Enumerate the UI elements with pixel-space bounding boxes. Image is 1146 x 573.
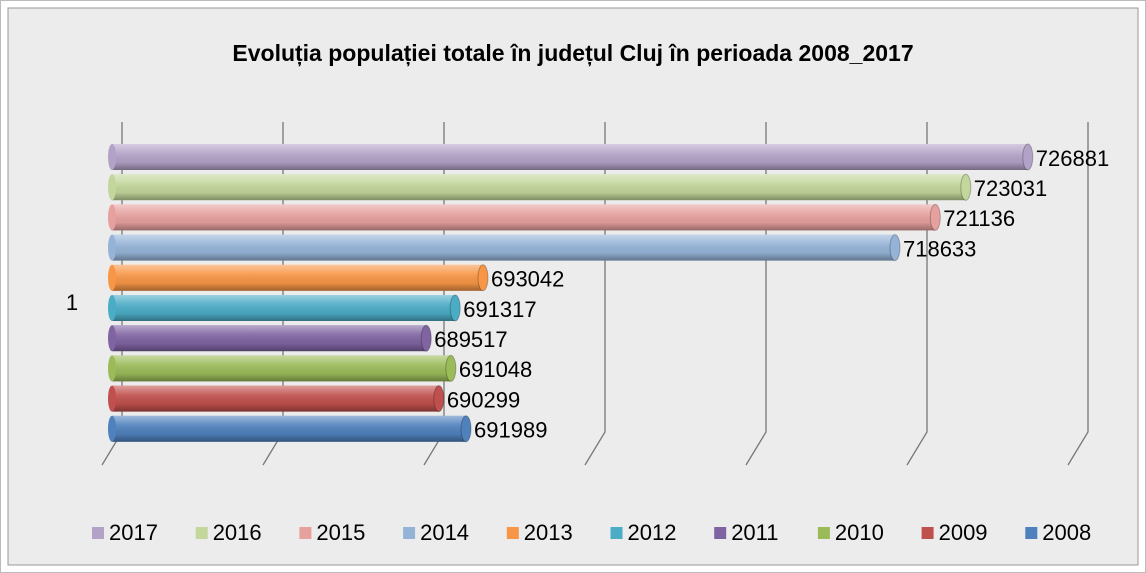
bar-cap bbox=[420, 324, 432, 352]
bar-start bbox=[108, 385, 116, 412]
legend-label: 2013 bbox=[524, 520, 573, 545]
legend-swatch bbox=[195, 527, 208, 539]
data-label: 689517 bbox=[434, 327, 507, 352]
legend-swatch bbox=[714, 527, 727, 539]
data-label: 693042 bbox=[491, 267, 564, 292]
legend-swatch bbox=[817, 527, 830, 539]
bar-start bbox=[108, 325, 116, 352]
bar-start bbox=[108, 415, 116, 442]
category-label: 1 bbox=[66, 290, 78, 315]
bar-shade bbox=[112, 174, 966, 201]
bar-start bbox=[108, 264, 116, 291]
grid-line bbox=[1067, 122, 1089, 466]
bar-start bbox=[108, 234, 116, 261]
data-label: 723031 bbox=[974, 176, 1047, 201]
legend-swatch bbox=[506, 527, 519, 539]
legend-label: 2011 bbox=[731, 520, 778, 545]
legend-label: 2014 bbox=[420, 520, 469, 545]
legend-swatch bbox=[92, 527, 104, 539]
legend-label: 2009 bbox=[939, 520, 988, 545]
bar-shade bbox=[112, 144, 1028, 170]
bar-cap bbox=[445, 354, 457, 382]
data-label: 721136 bbox=[943, 206, 1015, 231]
bar-start bbox=[108, 144, 116, 170]
bar-start bbox=[108, 295, 116, 321]
chart-title: Evoluția populației totale în județul Cl… bbox=[232, 40, 913, 67]
bar-start bbox=[108, 204, 116, 231]
bar-start bbox=[108, 355, 116, 382]
bar-cap bbox=[460, 415, 472, 443]
bar-shade bbox=[112, 295, 456, 321]
data-label: 691048 bbox=[459, 357, 532, 382]
bar-cap bbox=[960, 173, 972, 201]
legend-swatch bbox=[1025, 527, 1038, 539]
bar-shade bbox=[112, 355, 451, 382]
bar-cap bbox=[449, 294, 461, 322]
legend-label: 2017 bbox=[109, 520, 158, 545]
data-label: 691317 bbox=[463, 297, 536, 322]
bar-shade bbox=[112, 385, 439, 412]
data-label: 690299 bbox=[447, 387, 520, 412]
bar-shade bbox=[112, 325, 427, 352]
data-label: 726881 bbox=[1036, 146, 1109, 171]
bar-cap bbox=[1022, 143, 1034, 171]
legend-label: 2010 bbox=[835, 520, 884, 545]
bar-cap bbox=[433, 385, 445, 413]
legend-swatch bbox=[299, 527, 312, 539]
bar-start bbox=[108, 174, 116, 201]
bar-shade bbox=[112, 264, 483, 291]
bar-cap bbox=[477, 264, 489, 292]
legend-swatch bbox=[610, 527, 623, 539]
bar-cap bbox=[929, 203, 941, 231]
legend-label: 2008 bbox=[1042, 520, 1091, 545]
bar-shade bbox=[112, 234, 895, 261]
bar-shade bbox=[112, 415, 467, 442]
data-label: 718633 bbox=[903, 236, 976, 261]
bar-shade bbox=[112, 204, 936, 231]
legend-label: 2016 bbox=[213, 520, 262, 545]
legend-swatch bbox=[403, 527, 416, 539]
bar-cap bbox=[889, 234, 901, 262]
data-label: 691989 bbox=[474, 418, 547, 443]
legend-label: 2012 bbox=[628, 520, 677, 545]
legend-swatch bbox=[921, 527, 934, 539]
legend-label: 2015 bbox=[316, 520, 365, 545]
